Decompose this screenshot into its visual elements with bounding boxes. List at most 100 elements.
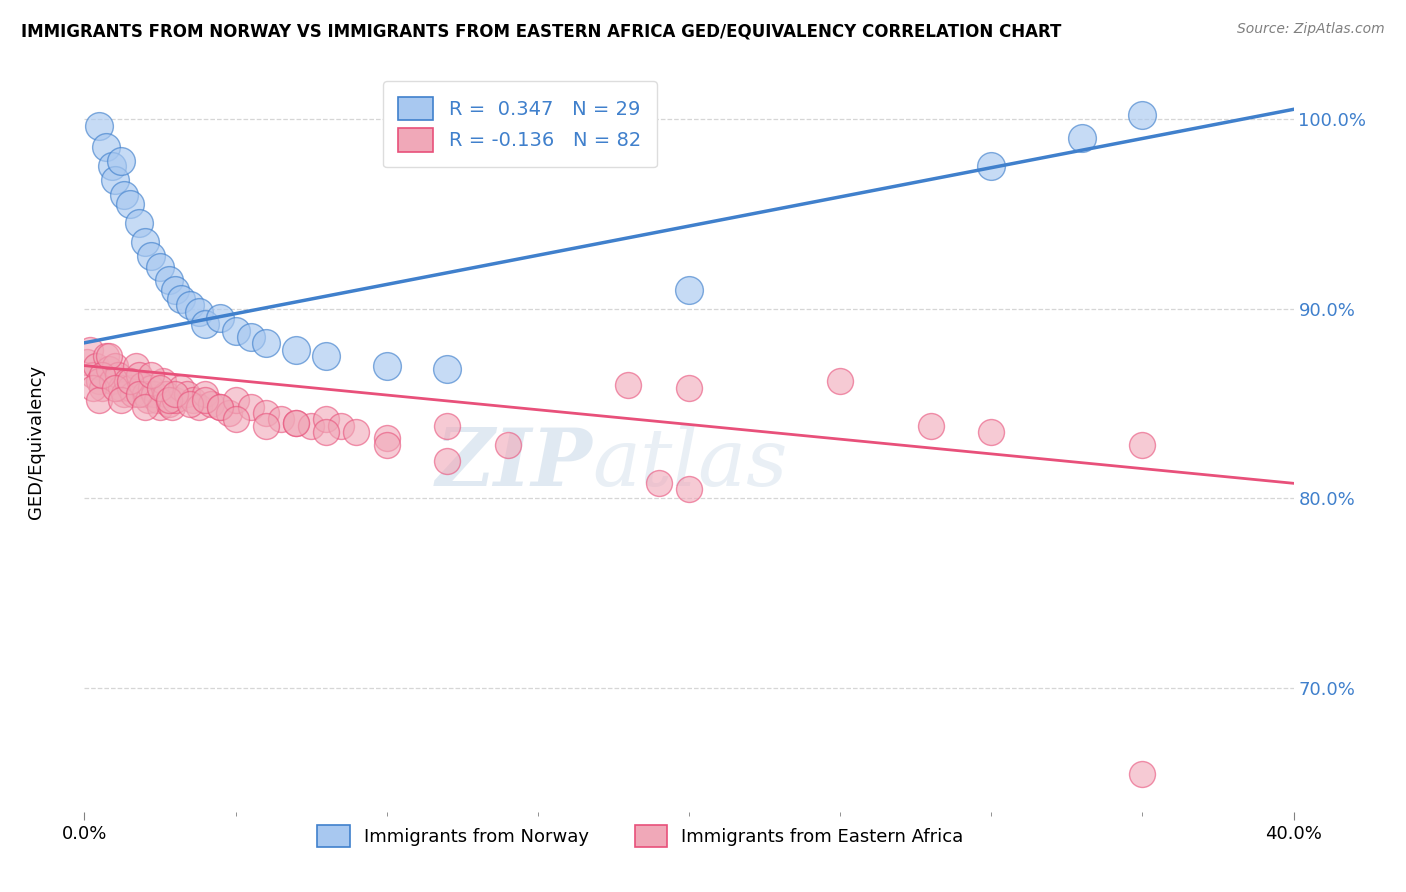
Point	[239, 330, 262, 344]
Point	[157, 273, 180, 287]
Point	[188, 401, 211, 415]
Point	[209, 401, 232, 415]
Point	[315, 425, 337, 439]
Point	[118, 197, 141, 211]
Point	[436, 362, 458, 376]
Point	[188, 305, 211, 319]
Point	[375, 431, 398, 445]
Point	[179, 298, 201, 312]
Point	[100, 374, 122, 388]
Point	[678, 283, 700, 297]
Point	[176, 387, 198, 401]
Point	[89, 374, 111, 388]
Point	[225, 411, 247, 425]
Point	[165, 283, 187, 297]
Point	[1071, 130, 1094, 145]
Point	[209, 401, 232, 415]
Point	[94, 349, 117, 363]
Point	[200, 396, 222, 410]
Point	[97, 349, 120, 363]
Text: atlas: atlas	[592, 425, 787, 502]
Point	[980, 159, 1002, 173]
Point	[89, 392, 111, 407]
Point	[254, 419, 277, 434]
Point	[152, 374, 174, 388]
Point	[131, 377, 153, 392]
Point	[270, 411, 292, 425]
Point	[496, 438, 519, 452]
Point	[920, 419, 942, 434]
Point	[146, 392, 169, 407]
Point	[285, 343, 308, 358]
Point	[315, 411, 337, 425]
Point	[125, 359, 148, 373]
Point	[315, 349, 337, 363]
Point	[678, 482, 700, 496]
Point	[254, 406, 277, 420]
Point	[79, 343, 101, 358]
Point	[142, 387, 165, 401]
Point	[157, 392, 180, 407]
Point	[157, 396, 180, 410]
Point	[170, 381, 193, 395]
Point	[181, 392, 204, 407]
Point	[165, 392, 187, 407]
Point	[97, 362, 120, 376]
Point	[128, 216, 150, 230]
Point	[285, 416, 308, 430]
Point	[104, 172, 127, 186]
Point	[1130, 438, 1153, 452]
Point	[436, 419, 458, 434]
Point	[179, 396, 201, 410]
Point	[136, 392, 159, 407]
Point	[112, 187, 135, 202]
Point	[980, 425, 1002, 439]
Point	[110, 381, 132, 395]
Point	[194, 387, 217, 401]
Point	[76, 355, 98, 369]
Point	[299, 419, 322, 434]
Point	[285, 416, 308, 430]
Point	[82, 381, 104, 395]
Point	[115, 374, 138, 388]
Point	[139, 248, 162, 262]
Point	[830, 374, 852, 388]
Point	[254, 335, 277, 350]
Point	[91, 381, 114, 395]
Point	[239, 401, 262, 415]
Point	[1130, 108, 1153, 122]
Point	[330, 419, 353, 434]
Point	[139, 368, 162, 383]
Point	[160, 401, 183, 415]
Point	[134, 387, 156, 401]
Point	[118, 381, 141, 395]
Legend: Immigrants from Norway, Immigrants from Eastern Africa: Immigrants from Norway, Immigrants from …	[308, 816, 973, 856]
Point	[100, 159, 122, 173]
Point	[86, 359, 108, 373]
Point	[194, 317, 217, 331]
Point	[678, 381, 700, 395]
Point	[165, 387, 187, 401]
Point	[218, 406, 240, 420]
Point	[149, 260, 172, 274]
Point	[1130, 766, 1153, 780]
Point	[149, 381, 172, 395]
Point	[121, 387, 143, 401]
Point	[617, 377, 640, 392]
Point	[91, 368, 114, 383]
Point	[128, 387, 150, 401]
Point	[648, 476, 671, 491]
Point	[104, 381, 127, 395]
Point	[134, 401, 156, 415]
Point	[107, 368, 129, 383]
Point	[134, 235, 156, 250]
Point	[170, 292, 193, 306]
Point	[112, 387, 135, 401]
Point	[346, 425, 368, 439]
Text: IMMIGRANTS FROM NORWAY VS IMMIGRANTS FROM EASTERN AFRICA GED/EQUIVALENCY CORRELA: IMMIGRANTS FROM NORWAY VS IMMIGRANTS FRO…	[21, 22, 1062, 40]
Point	[149, 401, 172, 415]
Point	[225, 392, 247, 407]
Point	[225, 325, 247, 339]
Point	[89, 120, 111, 134]
Point	[194, 392, 217, 407]
